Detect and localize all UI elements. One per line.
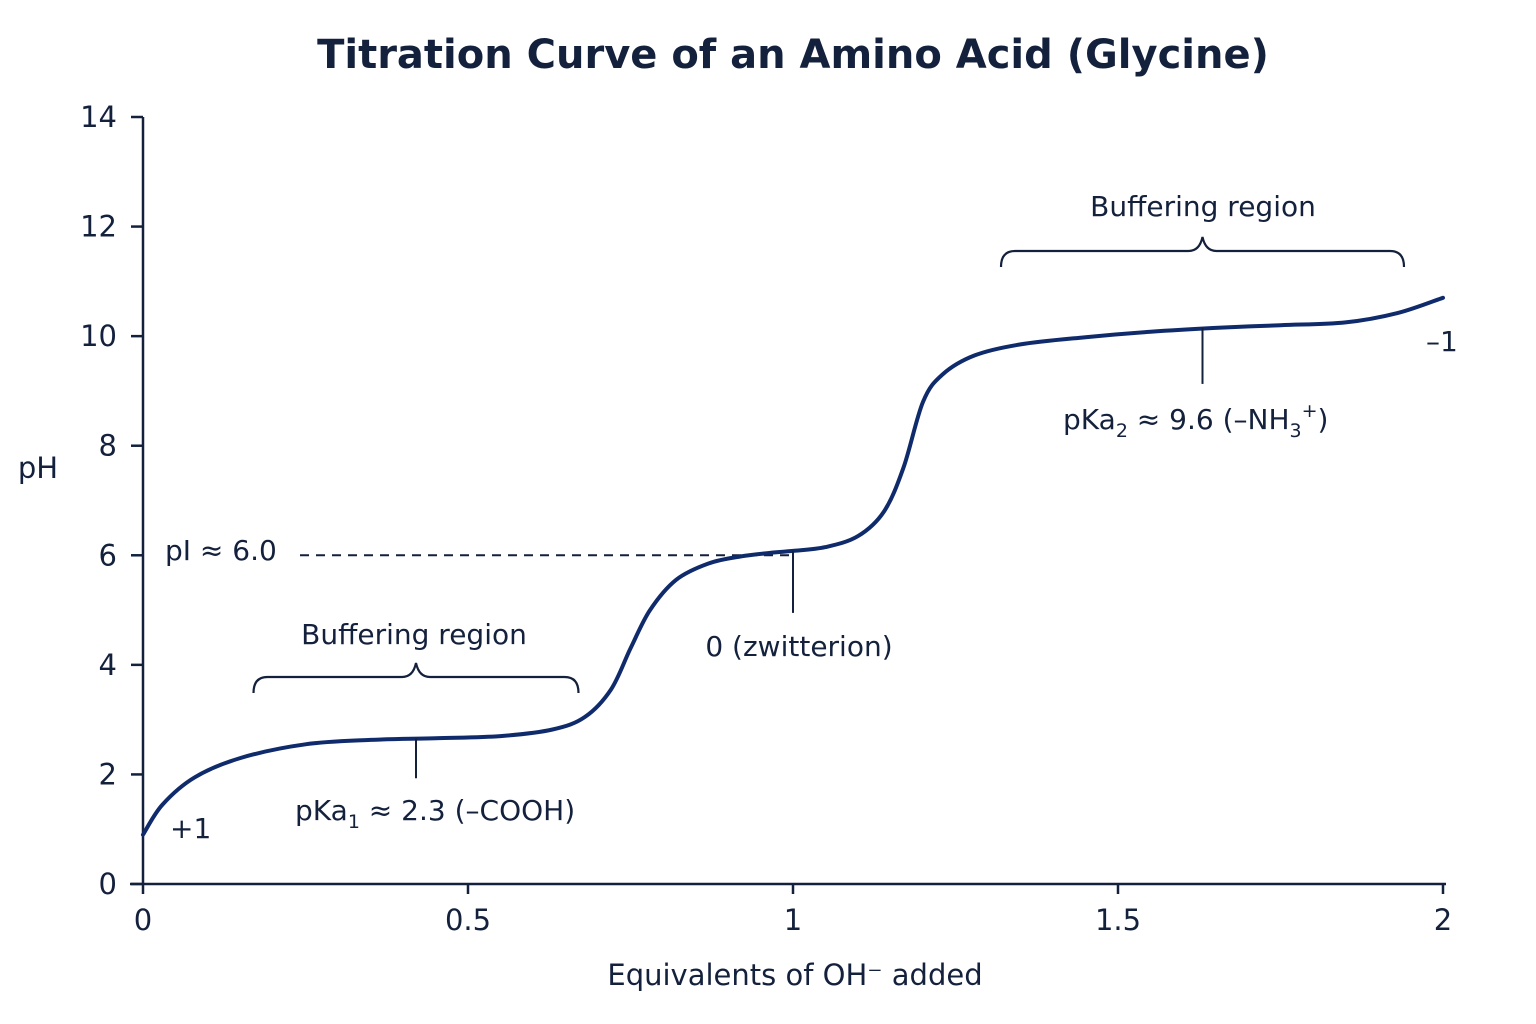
pka2-prefix: pKa bbox=[1063, 403, 1116, 436]
y-tick-label: 12 bbox=[80, 210, 117, 244]
y-tick-label: 14 bbox=[80, 100, 117, 134]
charge-label-start: +1 bbox=[170, 812, 211, 845]
buffer-brace-2 bbox=[999, 236, 1406, 268]
zwitterion-label: 0 (zwitterion) bbox=[705, 630, 892, 663]
pka2-subscript-3: 3 bbox=[1290, 420, 1302, 442]
pka1-label: pKa1 ≈ 2.3 (–COOH) bbox=[295, 794, 575, 833]
pka1-subscript: 1 bbox=[348, 811, 360, 833]
y-tick-label: 6 bbox=[99, 538, 117, 572]
charge-label-end: –1 bbox=[1426, 325, 1458, 358]
y-tick-label: 0 bbox=[99, 867, 117, 901]
annotations: pKa1 ≈ 2.3 (–COOH) pKa2 ≈ 9.6 (–NH3+) 0 … bbox=[170, 190, 1458, 845]
x-tick-label: 2 bbox=[1434, 903, 1452, 937]
titration-curve-line bbox=[141, 295, 1445, 837]
chart-title: Titration Curve of an Amino Acid (Glycin… bbox=[317, 32, 1269, 78]
pka2-mid: ≈ 9.6 (–NH bbox=[1128, 403, 1290, 436]
pka2-subscript: 2 bbox=[1116, 420, 1128, 442]
pka2-end: ) bbox=[1318, 403, 1329, 436]
pka2-superscript: + bbox=[1302, 400, 1318, 422]
y-tick-label: 2 bbox=[99, 757, 117, 791]
y-tick-label: 8 bbox=[99, 429, 117, 463]
axes bbox=[130, 117, 1446, 886]
buffer-label-1: Buffering region bbox=[301, 618, 527, 651]
x-tick-label: 1 bbox=[784, 903, 802, 937]
y-axis-label: pH bbox=[18, 451, 58, 485]
x-tick-label: 0 bbox=[134, 903, 152, 937]
pka1-prefix: pKa bbox=[295, 794, 348, 827]
x-ticks: 0 0.5 1 1.5 2 bbox=[134, 884, 1452, 937]
pka2-label: pKa2 ≈ 9.6 (–NH3+) bbox=[1063, 400, 1328, 442]
y-tick-label: 4 bbox=[99, 648, 117, 682]
buffer-brace-1 bbox=[252, 662, 580, 694]
x-tick-label: 0.5 bbox=[445, 903, 491, 937]
y-tick-label: 10 bbox=[80, 319, 117, 353]
x-tick-label: 1.5 bbox=[1095, 903, 1141, 937]
buffer-label-2: Buffering region bbox=[1090, 190, 1316, 223]
pi-label: pI ≈ 6.0 bbox=[165, 534, 277, 567]
x-axis-label: Equivalents of OH⁻ added bbox=[607, 958, 982, 992]
pi-reference: pI ≈ 6.0 bbox=[165, 534, 793, 567]
pka1-rest: ≈ 2.3 (–COOH) bbox=[360, 794, 575, 827]
y-ticks: 0 2 4 6 8 10 12 14 bbox=[80, 100, 143, 901]
